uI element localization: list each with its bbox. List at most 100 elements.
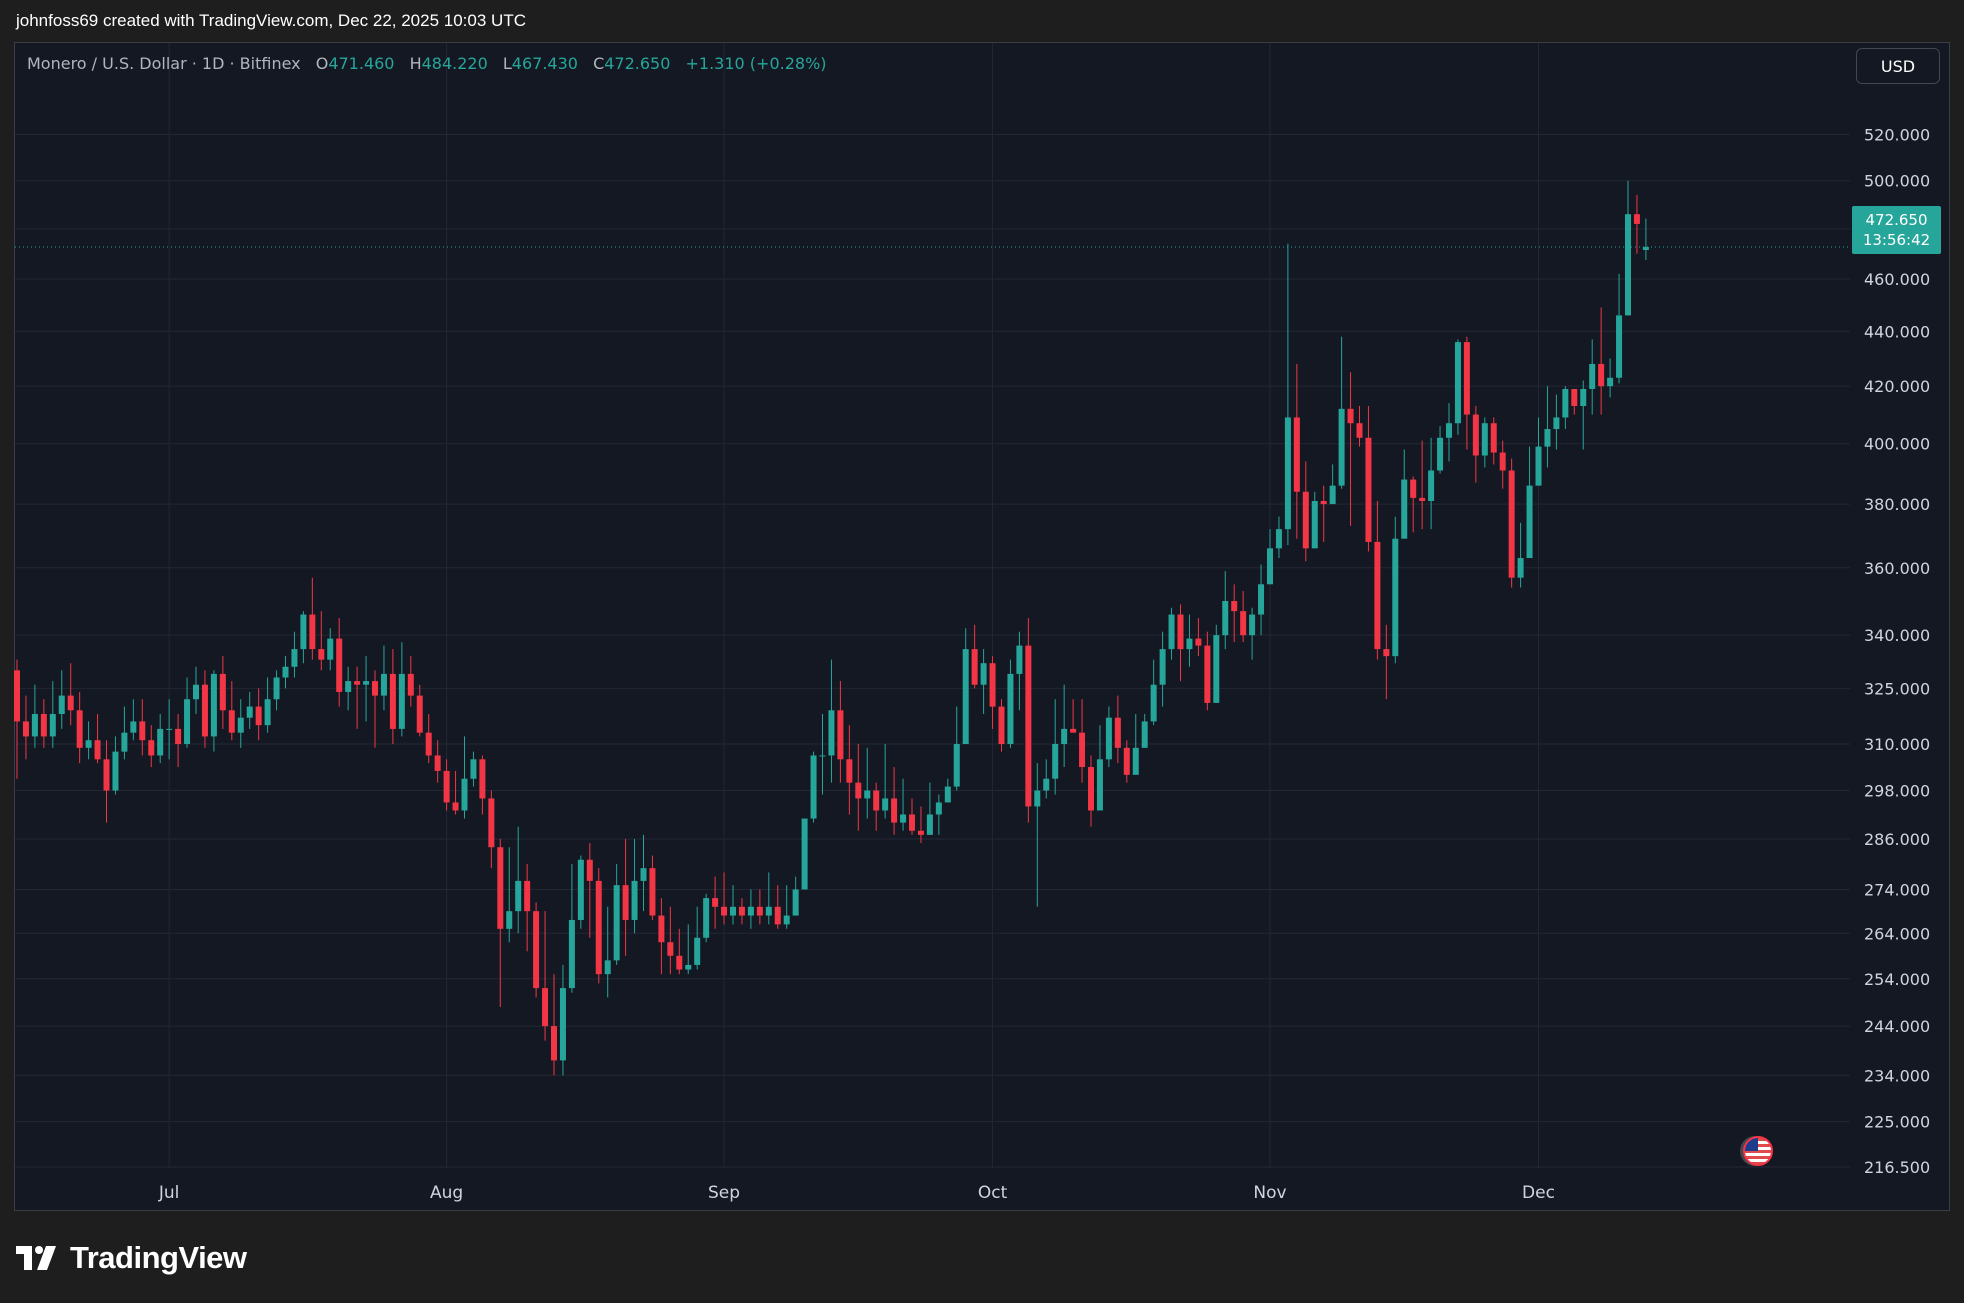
candle: [1481, 417, 1488, 468]
candle: [1589, 339, 1596, 415]
candle: [1079, 699, 1086, 783]
candle: [1580, 380, 1587, 450]
candle: [1249, 607, 1256, 660]
candle-body: [1240, 611, 1247, 636]
candle: [121, 706, 128, 760]
candle: [1553, 394, 1560, 450]
price-tick-label: 298.000: [1864, 782, 1930, 801]
price-tick-label: 234.000: [1864, 1066, 1930, 1085]
candle: [1177, 604, 1184, 682]
candle-body: [1580, 388, 1587, 406]
candle-body: [1222, 601, 1229, 636]
candle: [1347, 372, 1354, 527]
candle-body: [595, 880, 602, 975]
candle: [1508, 458, 1515, 588]
candle: [1642, 218, 1649, 261]
candle: [1419, 440, 1426, 530]
candle: [935, 794, 942, 835]
candle: [1598, 307, 1605, 415]
candle-body: [425, 732, 432, 756]
candle: [1401, 449, 1408, 539]
last-price-value: 472.650: [1865, 211, 1928, 229]
candle: [944, 778, 951, 803]
candle: [1383, 624, 1390, 700]
candle-body: [380, 673, 387, 696]
candle: [58, 670, 65, 729]
candle: [595, 868, 602, 984]
candle-body: [622, 885, 629, 920]
candle-body: [443, 770, 450, 803]
candle: [372, 670, 378, 748]
candle-body: [1195, 638, 1202, 646]
candle: [112, 736, 119, 795]
close-value: 472.650: [604, 54, 671, 73]
candle: [1267, 529, 1273, 585]
candle: [1392, 516, 1399, 664]
candle-body: [1642, 247, 1649, 250]
candle: [309, 577, 316, 660]
candle: [237, 699, 244, 748]
candle-body: [237, 717, 244, 733]
currency-button[interactable]: USD: [1856, 48, 1940, 84]
candle-body: [980, 663, 987, 685]
open-value: 471.460: [328, 54, 395, 73]
candle-body: [300, 614, 307, 650]
price-tick-label: 225.000: [1864, 1113, 1930, 1132]
candle-body: [935, 802, 942, 815]
time-tick-label: Jul: [158, 1183, 180, 1203]
candle-body: [783, 915, 790, 925]
candle: [1043, 759, 1050, 799]
candle-body: [1553, 417, 1560, 430]
high-value: 484.220: [421, 54, 488, 73]
candle-body: [765, 906, 772, 916]
candle-body: [1070, 728, 1077, 733]
candle: [1159, 631, 1166, 707]
candle: [497, 838, 504, 1007]
candle-body: [712, 898, 719, 907]
candle: [1231, 584, 1238, 643]
candle: [273, 670, 280, 711]
candle-body: [559, 988, 566, 1061]
candle-body: [228, 710, 235, 733]
candle-body: [389, 673, 396, 729]
candle-body: [1616, 315, 1623, 378]
candle: [703, 893, 710, 943]
candle: [282, 656, 289, 689]
candle-body: [747, 906, 754, 916]
candle: [354, 666, 361, 729]
price-tick-label: 274.000: [1864, 880, 1930, 899]
candle: [1499, 440, 1506, 489]
candle: [300, 611, 307, 664]
candle-body: [1472, 414, 1479, 456]
candle-body: [354, 681, 361, 685]
candle-body: [1392, 538, 1399, 657]
candle: [1472, 405, 1479, 483]
candle: [962, 628, 969, 745]
candle: [1356, 405, 1363, 447]
candle: [855, 744, 862, 831]
candle: [953, 706, 960, 791]
candle-body: [577, 859, 584, 920]
candle-body: [452, 802, 459, 811]
candle: [685, 924, 692, 975]
candle-body: [1034, 790, 1041, 807]
candle-body: [1141, 721, 1148, 748]
time-tick-label: Nov: [1253, 1183, 1286, 1203]
candle: [398, 642, 405, 737]
us-flag-icon[interactable]: [1743, 1136, 1773, 1166]
candle-body: [219, 673, 226, 711]
candle-body: [336, 638, 343, 692]
open-label: O: [315, 54, 329, 73]
candle-body: [166, 728, 173, 730]
candle-body: [1043, 778, 1050, 791]
candle: [443, 759, 450, 811]
tradingview-logo[interactable]: TradingView: [16, 1238, 247, 1278]
candle: [568, 863, 575, 993]
candle: [738, 898, 745, 925]
candle-body: [85, 740, 92, 748]
candle-body: [837, 710, 844, 760]
candle-body: [1320, 501, 1327, 505]
candle: [533, 902, 540, 998]
candle: [193, 666, 199, 714]
